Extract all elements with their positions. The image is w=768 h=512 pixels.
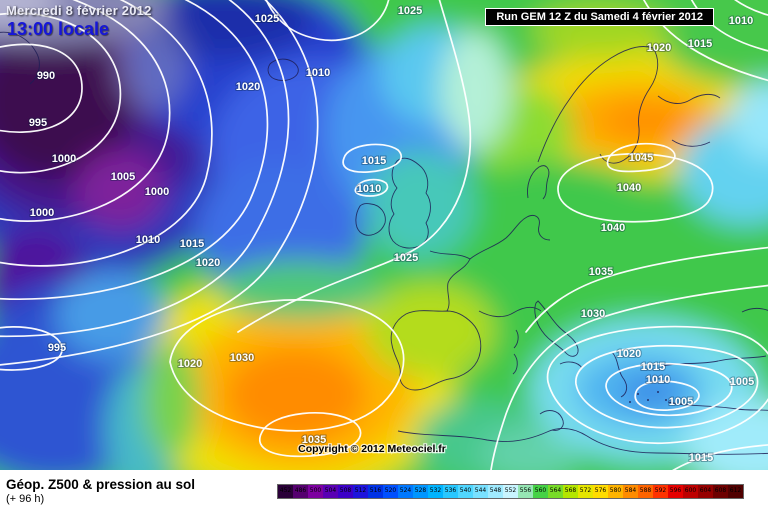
run-info-box: Run GEM 12 Z du Samedi 4 février 2012: [485, 8, 714, 26]
footer-titles: Géop. Z500 & pression au sol (+ 96 h): [6, 477, 195, 505]
legend-cell: 612: [728, 484, 743, 498]
pressure-label: 1015: [689, 452, 713, 464]
pressure-label: 1020: [647, 42, 671, 54]
legend-cell: 564: [548, 484, 563, 498]
pressure-label: 1010: [729, 15, 753, 27]
pressure-label: 1025: [394, 252, 418, 264]
legend-cell: 540: [458, 484, 473, 498]
footer-bar: Géop. Z500 & pression au sol (+ 96 h) 45…: [0, 470, 768, 512]
pressure-label: 1025: [398, 5, 422, 17]
legend-cell: 556: [518, 484, 533, 498]
legend-cell: 560: [533, 484, 548, 498]
map-area: 990 995 1000 1005 1000 1000 1010 1015 1020 995 102…: [0, 0, 768, 470]
legend-cell: 520: [383, 484, 398, 498]
legend-cell: 592: [653, 484, 668, 498]
pressure-label: 1015: [688, 38, 712, 50]
legend-cell: 500: [308, 484, 323, 498]
legend-cell: 572: [578, 484, 593, 498]
date-label: Mercredi 8 février 2012: [6, 3, 152, 18]
pressure-label: 1000: [52, 153, 76, 165]
pressure-label: 1010: [646, 374, 670, 386]
legend-cell: 584: [623, 484, 638, 498]
pressure-label: 1010: [357, 183, 381, 195]
chart-title: Géop. Z500 & pression au sol: [6, 477, 196, 492]
pressure-label: 1030: [230, 352, 254, 364]
legend-cell: 536: [443, 484, 458, 498]
legend-cell: 568: [563, 484, 578, 498]
legend-cell: 516: [368, 484, 383, 498]
color-field: [0, 0, 768, 470]
pressure-label: 1040: [617, 182, 641, 194]
pressure-label: 1015: [641, 361, 665, 373]
pressure-label: 1025: [255, 13, 279, 25]
legend-cell: 524: [398, 484, 413, 498]
pressure-label: 1045: [629, 152, 653, 164]
legend-cell: 532: [428, 484, 443, 498]
legend-cell: 504: [323, 484, 338, 498]
legend-cell: 544: [473, 484, 488, 498]
pressure-label: 1005: [111, 171, 135, 183]
legend-cell: 452: [278, 484, 293, 498]
legend-cell: 508: [338, 484, 353, 498]
legend-cell: 552: [503, 484, 518, 498]
legend-cell: 588: [638, 484, 653, 498]
pressure-label: 1030: [581, 308, 605, 320]
pressure-label: 1000: [30, 207, 54, 219]
legend-cell: 604: [698, 484, 713, 498]
pressure-label: 1015: [180, 238, 204, 250]
pressure-label: 1000: [145, 186, 169, 198]
pressure-label: 1015: [362, 155, 386, 167]
lead-time-label: (+ 96 h): [6, 493, 45, 505]
pressure-label: 1020: [236, 81, 260, 93]
legend-cell: 512: [353, 484, 368, 498]
pressure-label: 1010: [306, 67, 330, 79]
legend-cell: 528: [413, 484, 428, 498]
color-scale-legend: 452 486 500 504 508 512 516 520 524 528 532 536 540 5…: [277, 483, 744, 499]
pressure-label: 1005: [730, 376, 754, 388]
pressure-label: 1005: [669, 396, 693, 408]
pressure-label: 990: [37, 70, 55, 82]
copyright-label: Copyright © 2012 Meteociel.fr: [298, 443, 446, 455]
time-label: 13:00 locale: [7, 19, 110, 39]
legend-cell: 548: [488, 484, 503, 498]
legend-cell: 486: [293, 484, 308, 498]
coastlines: [0, 31, 768, 455]
pressure-label: 1040: [601, 222, 625, 234]
pressure-contours: [0, 0, 768, 470]
legend-cell: 608: [713, 484, 728, 498]
pressure-label: 1020: [178, 358, 202, 370]
legend-cell: 600: [683, 484, 698, 498]
pressure-label: 995: [29, 117, 47, 129]
legend-cell: 580: [608, 484, 623, 498]
pressure-label: 1020: [196, 257, 220, 269]
legend-cell: 576: [593, 484, 608, 498]
pressure-label: 1010: [136, 234, 160, 246]
pressure-label: 995: [48, 342, 66, 354]
pressure-label: 1035: [589, 266, 613, 278]
pressure-label: 1020: [617, 348, 641, 360]
pressure-label: 1035: [302, 434, 326, 446]
legend-cell: 596: [668, 484, 683, 498]
